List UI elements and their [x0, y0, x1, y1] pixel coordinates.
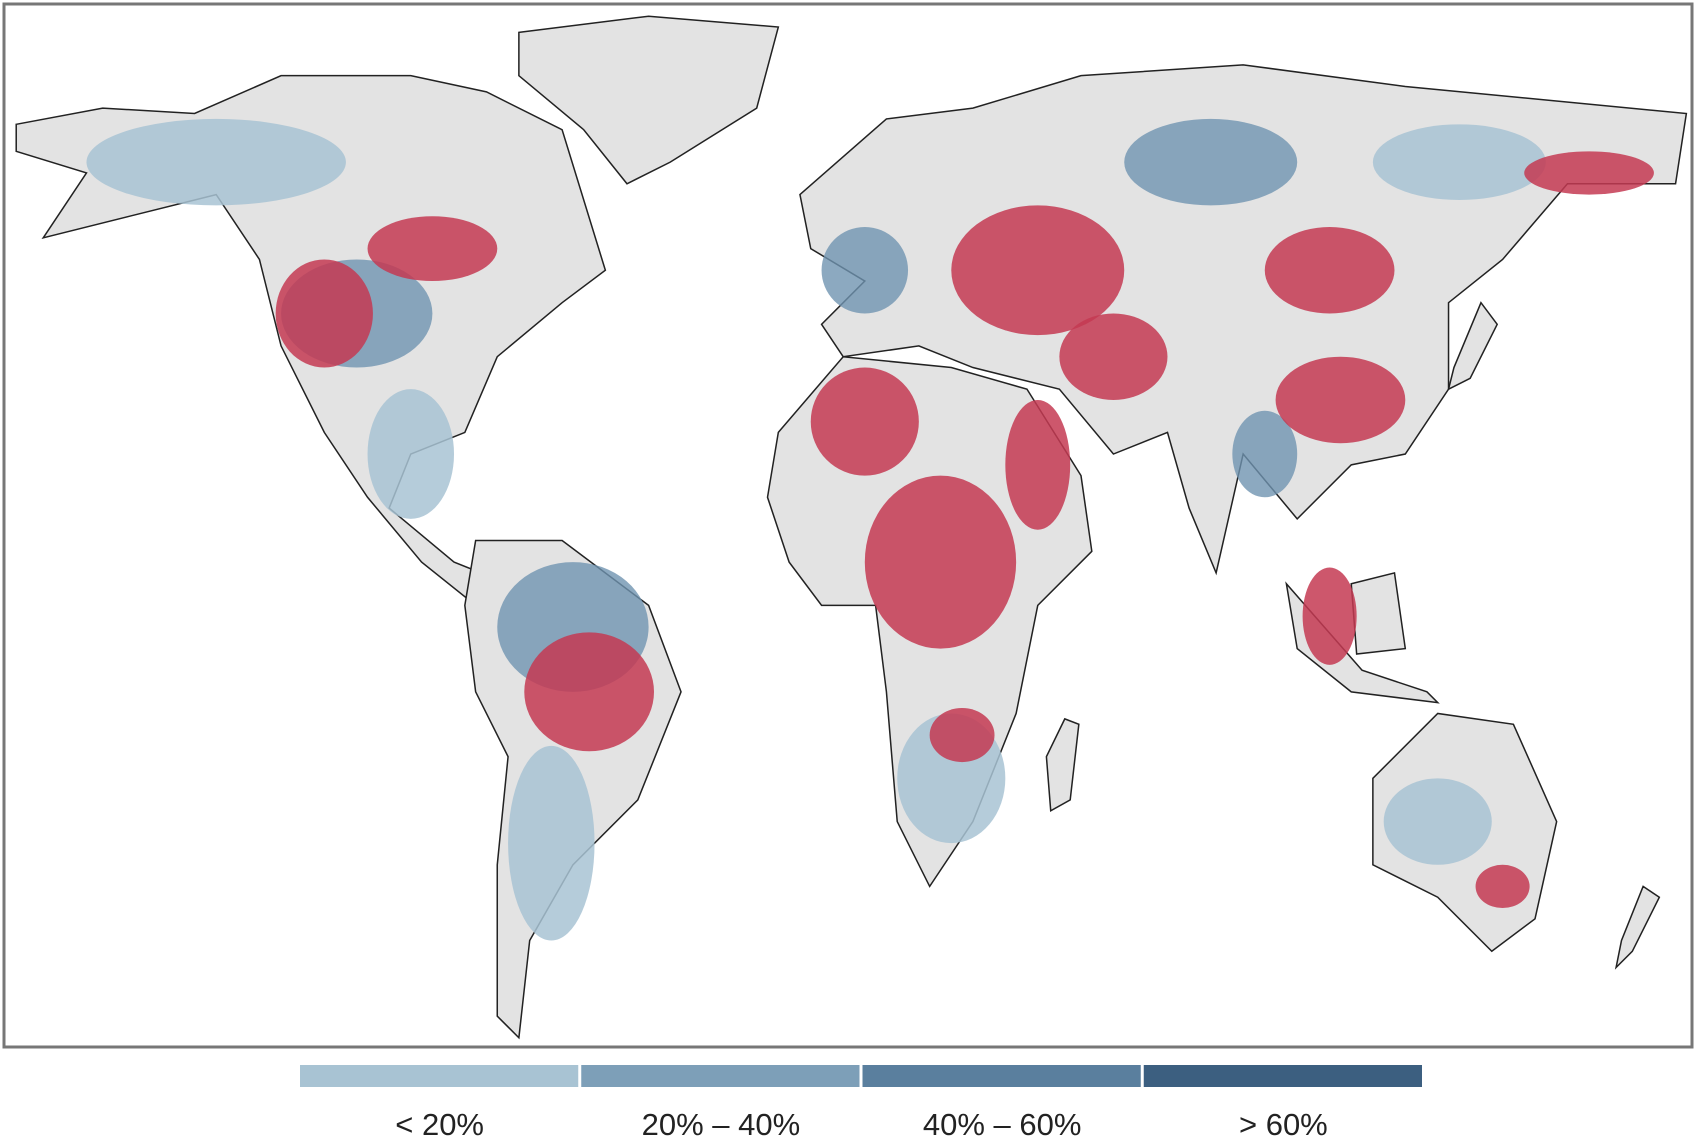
shade	[508, 745, 595, 941]
legend: < 20% 20% – 40% 40% – 60% > 60%	[300, 1065, 1422, 1140]
new-zealand	[1614, 885, 1661, 970]
legend-swatch	[1143, 1065, 1422, 1087]
highlight	[1275, 356, 1406, 444]
legend-label: < 20%	[395, 1107, 484, 1140]
legend-label: > 60%	[1239, 1107, 1328, 1140]
shade	[821, 227, 909, 314]
highlight	[1059, 313, 1168, 400]
shade	[86, 118, 346, 206]
legend-swatch	[300, 1065, 579, 1087]
madagascar	[1045, 717, 1080, 812]
world-map	[15, 15, 1688, 1040]
highlight	[864, 475, 1017, 649]
highlight	[524, 632, 655, 752]
highlight	[367, 216, 498, 282]
highlight	[1475, 864, 1530, 909]
shade	[1124, 118, 1298, 206]
shade	[1383, 778, 1492, 865]
highlight	[1264, 227, 1395, 314]
highlight	[1302, 567, 1357, 665]
greenland	[518, 15, 780, 185]
highlight	[929, 708, 995, 763]
japan	[1447, 301, 1499, 391]
shade	[367, 389, 455, 519]
shade	[1372, 124, 1546, 200]
highlight	[951, 205, 1125, 336]
highlight	[810, 367, 919, 476]
legend-label: 20% – 40%	[642, 1107, 801, 1140]
legend-swatch	[862, 1065, 1141, 1087]
highlight	[275, 259, 373, 368]
legend-swatch	[581, 1065, 860, 1087]
red-shading	[275, 151, 1654, 909]
highlight	[1524, 151, 1654, 195]
legend-label: 40% – 60%	[923, 1107, 1082, 1140]
highlight	[1005, 399, 1071, 530]
shade	[1232, 410, 1298, 498]
